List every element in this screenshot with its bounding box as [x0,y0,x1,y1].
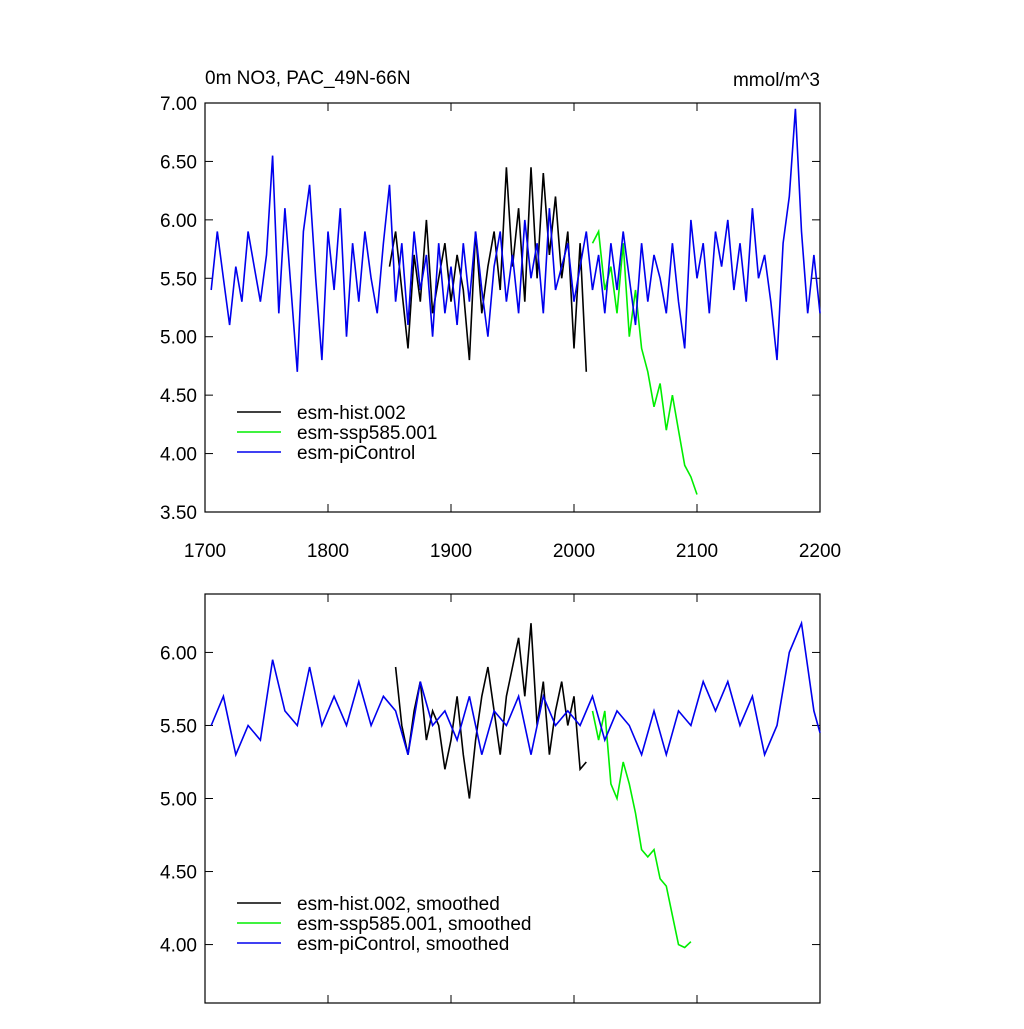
y-tick-label: 5.50 [160,269,197,290]
x-tick-label: 2200 [799,541,841,562]
chart-title: 0m NO3, PAC_49N-66N [205,68,411,89]
x-tick-label: 1700 [184,541,226,562]
series-line [210,620,821,758]
legend-label: esm-piControl [297,443,415,464]
legend-label: esm-ssp585.001, smoothed [297,914,531,935]
y-tick-label: 6.00 [160,211,197,232]
y-tick-label: 4.00 [160,445,197,466]
series-line [394,623,587,799]
y-tick-label: 4.50 [160,863,197,884]
y-tick-label: 7.00 [160,94,197,115]
y-tick-label: 3.50 [160,503,197,524]
series-line [591,710,692,949]
y-tick-label: 5.00 [160,790,197,811]
legend-label: esm-hist.002, smoothed [297,894,500,915]
x-tick-label: 2100 [676,541,718,562]
y-tick-label: 5.50 [160,716,197,737]
series-line [388,167,588,372]
units-label: mmol/m^3 [733,70,820,91]
x-tick-label: 1900 [430,541,472,562]
legend-label: esm-hist.002 [297,403,406,424]
y-tick-label: 5.00 [160,328,197,349]
series-line [210,108,821,372]
y-tick-label: 6.00 [160,643,197,664]
x-tick-label: 2000 [553,541,595,562]
y-tick-label: 4.00 [160,936,197,957]
series-line [591,228,698,495]
x-tick-label: 1800 [307,541,349,562]
legend-label: esm-piControl, smoothed [297,934,509,955]
legend-label: esm-ssp585.001 [297,423,437,444]
y-tick-label: 6.50 [160,152,197,173]
y-tick-label: 4.50 [160,386,197,407]
